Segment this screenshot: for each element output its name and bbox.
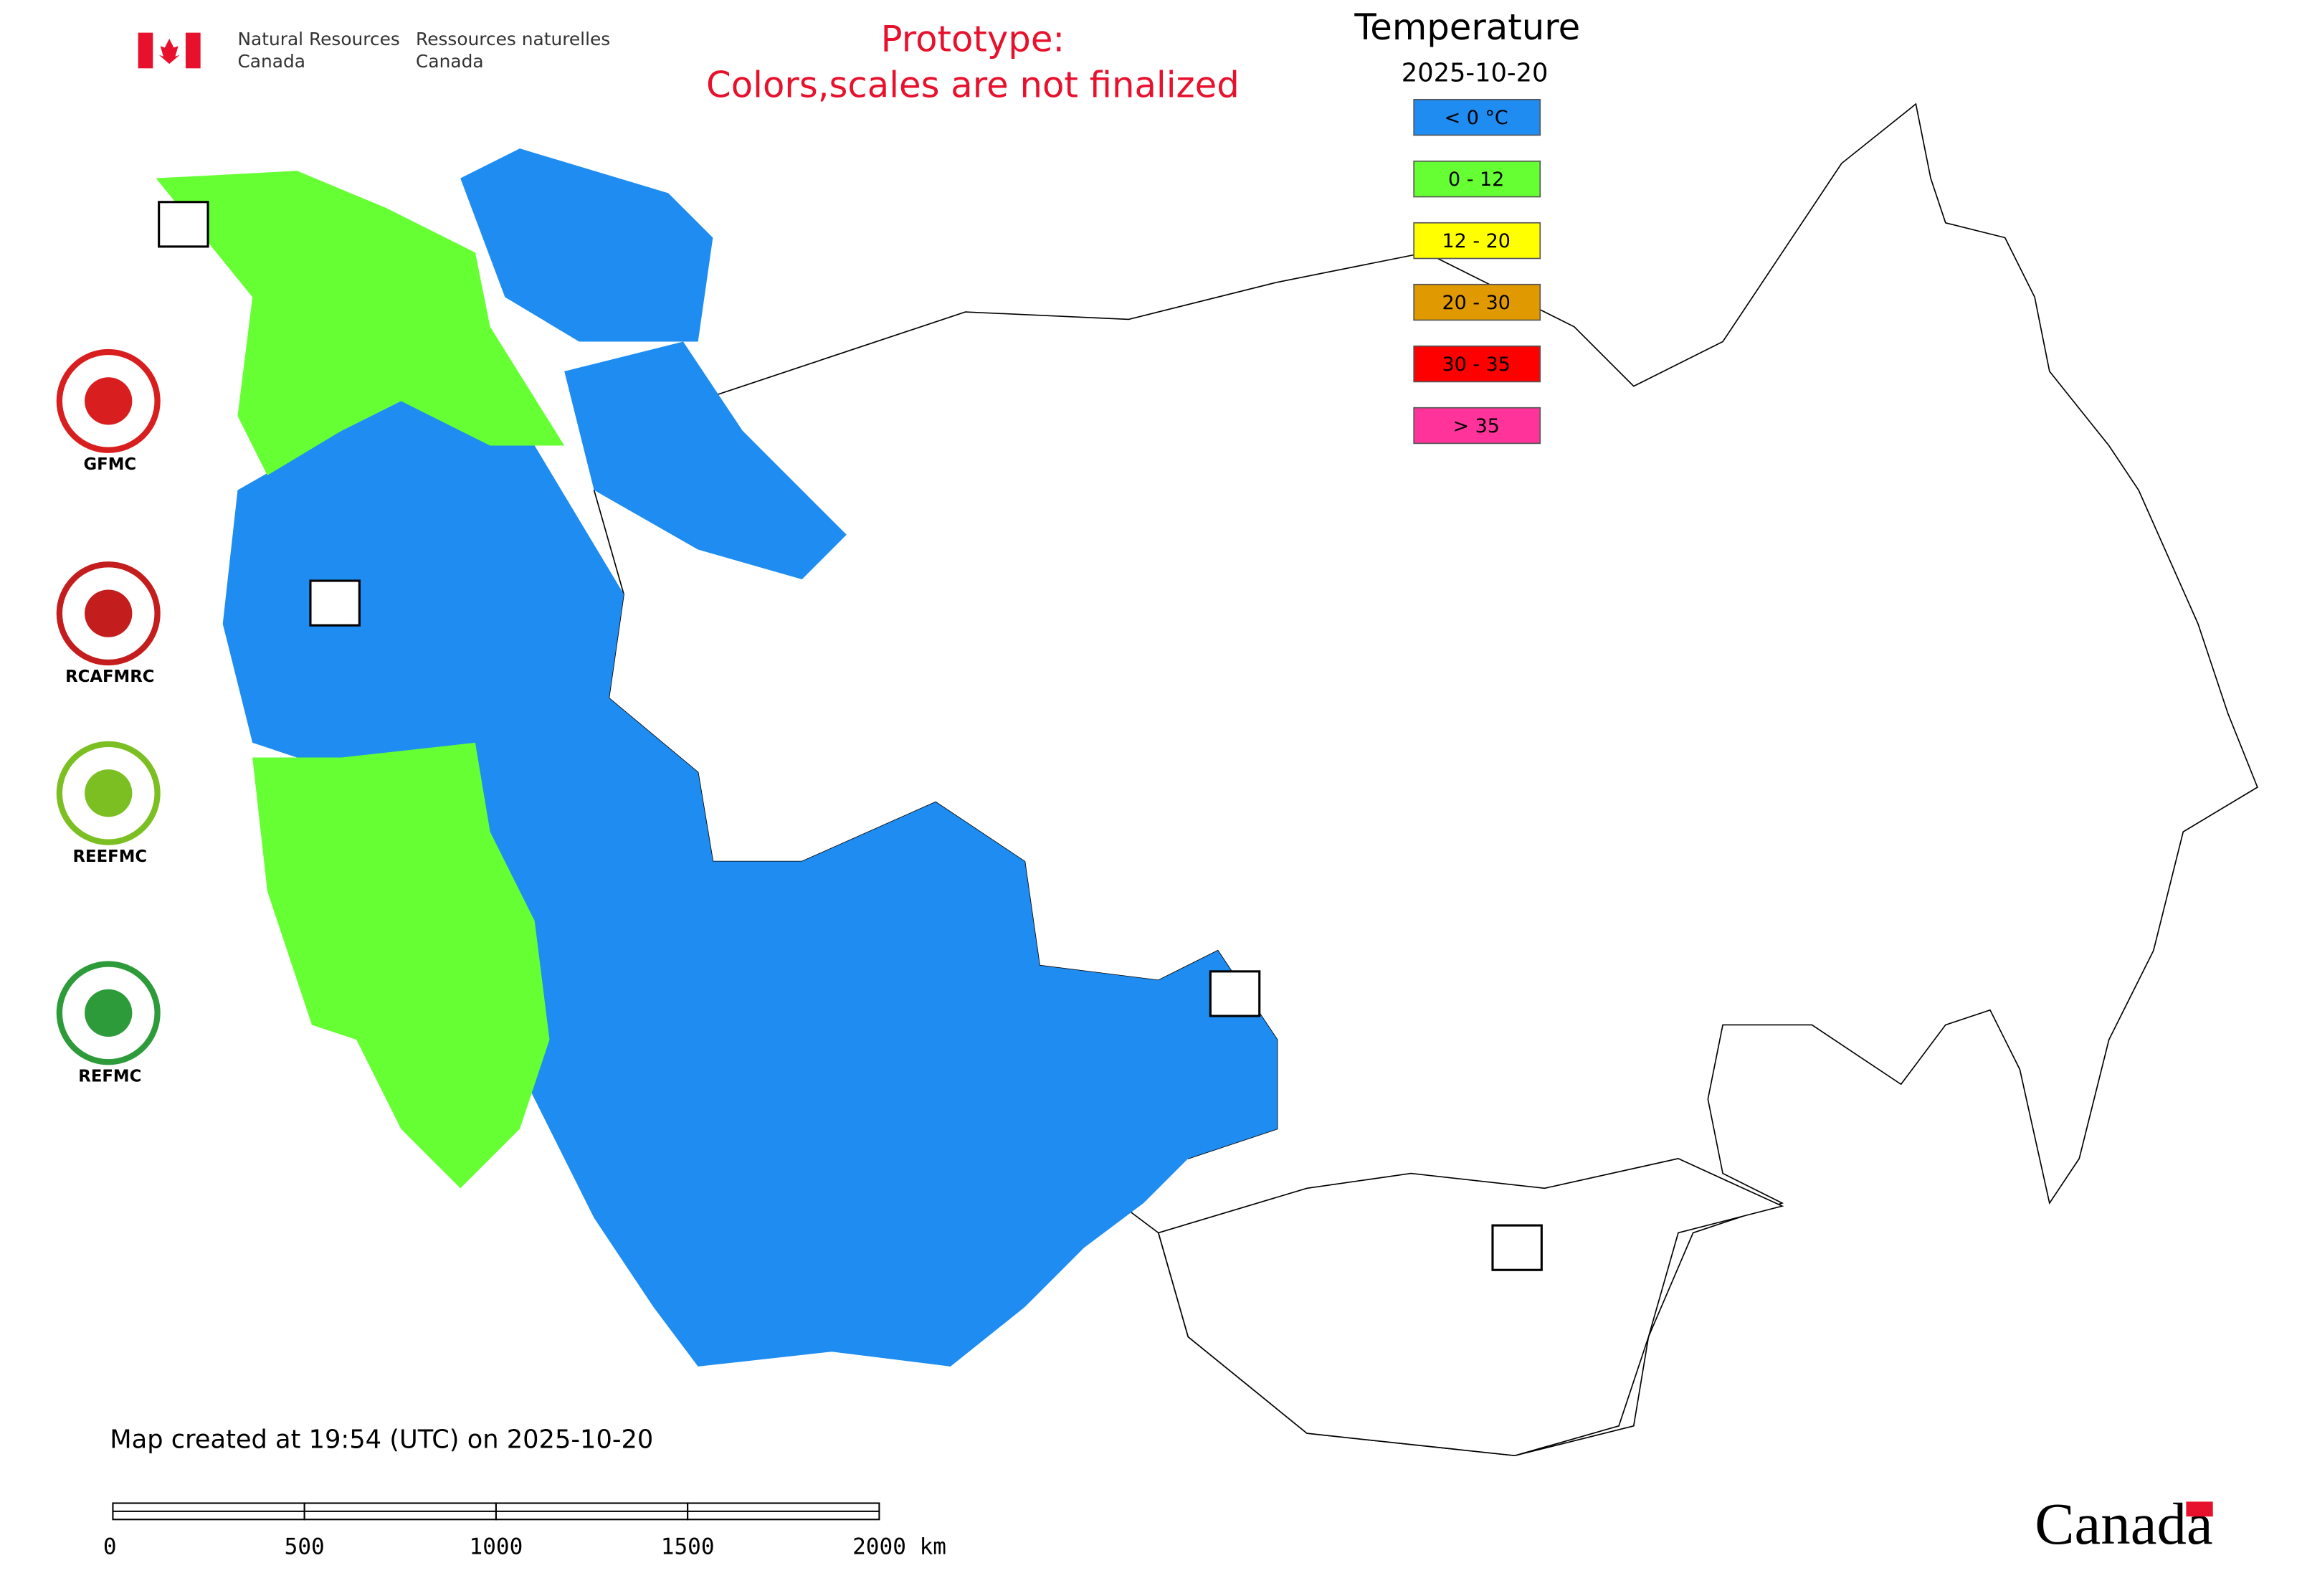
scale-bar: 0 500 1000 1500 2000 km — [103, 1502, 946, 1560]
area-cold — [564, 341, 847, 579]
logo-label: GFMC — [83, 455, 136, 474]
legend-swatch — [1413, 160, 1541, 198]
legend-swatch — [1413, 283, 1541, 321]
flag — [138, 32, 201, 69]
legend-label: 20 - 30 — [1442, 292, 1511, 314]
area-mild — [156, 171, 565, 475]
scale-label: 1000 — [470, 1534, 523, 1560]
logo-label: REEFMC — [73, 847, 148, 866]
temperature-areas — [156, 148, 1278, 1367]
logo-label: REFMC — [78, 1067, 141, 1086]
legend-label: 30 - 35 — [1442, 353, 1511, 376]
legend-swatch — [1413, 98, 1541, 136]
legend-date: 2025-10-20 — [1402, 59, 1549, 88]
legend-swatch — [1413, 222, 1541, 260]
logo-core — [85, 989, 133, 1037]
notice: Prototype: — [881, 19, 1065, 60]
dept-fr: Ressources naturelles — [416, 29, 610, 49]
legend: Temperature 2025-10-20 < 0 °C 0 - 12 12 - … — [1354, 6, 1580, 445]
area-cold — [222, 401, 1278, 1367]
scale-label: 0 — [103, 1534, 117, 1560]
logo-label: RCAFMRC — [65, 668, 154, 686]
logo-core — [85, 769, 133, 817]
basemap — [593, 103, 2258, 1457]
legend-label: 0 - 12 — [1448, 168, 1504, 191]
logos: GFMC RCAFMRC REEFMC REFMC — [56, 201, 1543, 1271]
map-marker — [158, 201, 209, 248]
scale-label: 500 — [285, 1534, 325, 1560]
logo-core — [85, 589, 133, 637]
scale-label: 1500 — [661, 1534, 715, 1560]
map-marker — [1491, 1224, 1543, 1271]
area-cold — [460, 148, 713, 342]
logo-core — [85, 377, 133, 425]
legend-label: < 0 °C — [1445, 107, 1508, 129]
map-marker — [309, 579, 361, 627]
legend-label: > 35 — [1452, 415, 1499, 437]
scale-label: 2000 km — [852, 1534, 946, 1560]
wordmark: Canada — [2035, 1491, 2212, 1557]
created-note: Map created at 19:54 (UTC) on 2025-10-20 — [110, 1425, 653, 1454]
dept-en: Canada — [237, 51, 305, 72]
legend-swatch — [1413, 407, 1541, 445]
notice: Colors,scales are not finalized — [706, 65, 1240, 106]
legend-label: 12 - 20 — [1442, 230, 1511, 252]
dept-fr: Canada — [416, 51, 484, 72]
wordmark-flag — [2186, 1501, 2213, 1517]
dept-en: Natural Resources — [237, 29, 399, 49]
legend-title: Temperature — [1354, 6, 1580, 48]
map-marker — [1209, 970, 1261, 1017]
area-mild — [252, 742, 550, 1189]
legend-swatch — [1413, 345, 1541, 383]
